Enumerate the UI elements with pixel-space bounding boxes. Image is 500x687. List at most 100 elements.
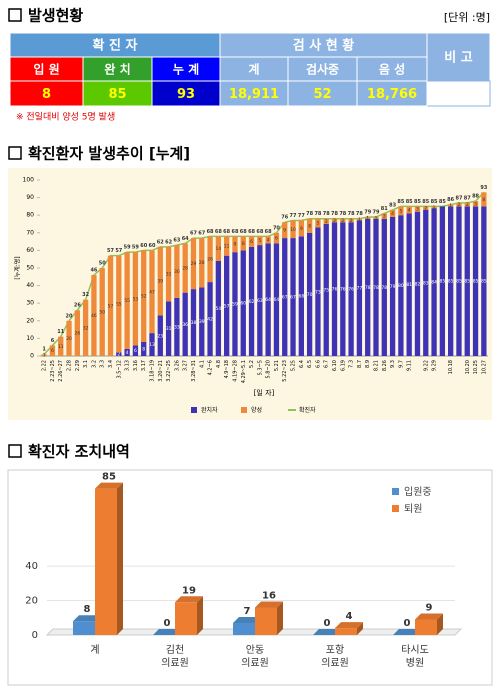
table-column-header: 계 (248, 62, 259, 77)
data-label: 20 (66, 313, 73, 319)
x-tick-label: 2.22 (42, 360, 48, 371)
data-label: 26 (74, 331, 80, 337)
bar-segment (215, 236, 222, 261)
y-tick-label: 70 (26, 229, 34, 236)
bar-segment (116, 352, 122, 356)
data-label: 79 (390, 284, 396, 290)
bar (415, 619, 437, 635)
data-label: 59 (132, 245, 139, 251)
data-label: 2 (466, 202, 469, 208)
data-label: 64 (274, 297, 280, 303)
table-header-cell (356, 56, 428, 82)
data-label: 29 (191, 261, 197, 267)
x-tick-label: 10.25 (473, 360, 479, 374)
data-label: 8 (482, 197, 485, 203)
bar-segment (273, 232, 280, 244)
x-tick-label: 2.23~25 (50, 360, 56, 382)
x-tick-label: 8.26 (382, 360, 388, 371)
data-label: 3 (416, 207, 419, 213)
bar-segment (431, 208, 437, 356)
section-title: 발생현황 (28, 7, 83, 25)
bar-segment (456, 206, 462, 356)
bar-segment (182, 292, 188, 356)
data-label: 39 (199, 319, 205, 325)
data-label: 30 (174, 269, 180, 275)
x-tick-label: 3.2 (91, 360, 97, 368)
data-label: 11 (224, 244, 230, 250)
bar-segment (107, 255, 114, 356)
data-label: 85 (422, 199, 429, 205)
data-label: 4 (408, 207, 411, 213)
x-tick-label: 8.9 (365, 360, 371, 368)
data-label: 50 (99, 310, 105, 316)
data-label: 81 (381, 206, 388, 212)
bar-segment (141, 250, 147, 342)
bar-segment (190, 238, 197, 290)
data-label: 78 (356, 211, 363, 217)
bar-segment (298, 220, 304, 237)
data-label: 64 (182, 236, 189, 242)
data-label: 19 (182, 585, 196, 596)
y-tick-label: 0 (32, 630, 38, 641)
bar-segment (481, 206, 487, 356)
data-label: 68 (298, 294, 304, 300)
table-value: 52 (313, 87, 331, 102)
data-label: 77 (290, 213, 297, 219)
y-tick-label: 20 (25, 596, 38, 607)
data-label: 7 (244, 606, 251, 617)
data-label: 78 (373, 285, 379, 291)
x-tick-label: 김천 의료원 (161, 644, 189, 669)
data-label: 1 (43, 353, 46, 359)
table-group-header: 비 고 (444, 51, 472, 66)
unit-label: [단위 :명] (444, 11, 490, 24)
bar-segment (157, 315, 163, 356)
bar-top (73, 615, 101, 622)
x-tick-label: 9.3 (390, 360, 396, 368)
bar-top (153, 629, 181, 635)
x-tick-label: 9.7 (398, 360, 404, 368)
data-label: 28 (199, 260, 205, 266)
data-label: 2 (341, 218, 344, 224)
bar-segment (199, 287, 205, 356)
data-label: 38 (191, 320, 197, 326)
bar-segment (224, 255, 230, 356)
legend-swatch (392, 488, 399, 495)
data-label: 87 (464, 195, 471, 201)
data-label: 85 (481, 279, 487, 285)
data-label: 68 (215, 229, 222, 235)
data-label: 60 (140, 243, 147, 249)
data-label: 68 (240, 229, 247, 235)
data-label: 68 (256, 229, 263, 235)
data-label: 4 (267, 237, 270, 243)
legend-label: 입원중 (404, 485, 432, 498)
data-label: 26 (74, 303, 81, 309)
data-label: 9 (300, 226, 303, 232)
data-label: 57 (224, 303, 230, 309)
data-label: 85 (102, 472, 116, 483)
x-tick-label: 7.3 (349, 360, 355, 368)
data-label: 47 (149, 289, 155, 295)
x-tick-label: 3.26 (174, 360, 180, 371)
table-column-header: 검사중 (306, 62, 339, 77)
x-tick-label: 8.21 (374, 360, 380, 371)
table-column-header: 음 성 (379, 62, 405, 77)
y-tick-label: 40 (26, 282, 34, 289)
data-label: 88 (472, 194, 479, 200)
legend-label: 퇴원 (404, 503, 422, 515)
bar-segment (464, 202, 470, 207)
data-label: 60 (149, 243, 156, 249)
data-label: 2 (117, 352, 120, 358)
data-label: 68 (248, 229, 255, 235)
x-tick-label: 3.4 (108, 360, 114, 368)
data-label: 46 (91, 313, 97, 319)
bar-segment (257, 245, 263, 356)
data-label: 54 (216, 306, 222, 312)
bar-segment (323, 218, 329, 224)
table-value: 18,766 (367, 87, 417, 102)
bar-segment (282, 238, 288, 356)
data-label: 8 (308, 223, 311, 229)
bar-segment (290, 220, 296, 239)
bar-segment (240, 250, 246, 356)
x-tick-label: 2.28 (67, 360, 73, 371)
